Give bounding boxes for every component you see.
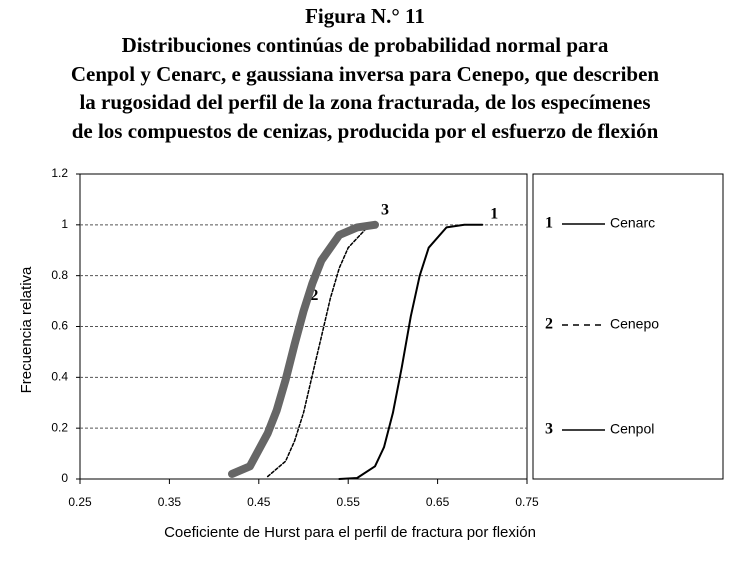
curve-label: 3 [381, 202, 389, 219]
y-tick-label: 0.2 [51, 420, 68, 434]
curve-label: 1 [490, 206, 498, 223]
legend-label: Cenepo [610, 316, 659, 332]
y-tick-label: 0.8 [51, 268, 68, 282]
y-tick-label: 1 [61, 217, 68, 231]
chart-subtitle: Cenpol y Cenarc, e gaussiana inversa par… [71, 62, 660, 86]
legend-number: 3 [545, 421, 553, 438]
y-tick-label: 0 [61, 471, 68, 485]
y-tick-label: 0.4 [51, 370, 68, 384]
x-axis-label: Coeficiente de Hurst para el perfil de f… [164, 524, 536, 541]
x-tick-label: 0.45 [247, 495, 271, 509]
line-series [338, 223, 484, 480]
y-axis-label: Frecuencia relativa [18, 266, 35, 393]
y-tick-label: 0.6 [51, 319, 68, 333]
curve-label: 2 [310, 287, 318, 304]
legend-frame [532, 173, 724, 480]
chart-subtitle: la rugosidad del perfil de la zona fract… [79, 90, 650, 114]
chart-subtitle: Distribuciones continúas de probabilidad… [122, 33, 609, 57]
line-series [266, 227, 367, 478]
legend-label: Cenarc [610, 215, 655, 231]
chart-title: Figura N.° 11 [305, 4, 425, 28]
y-tick-label: 1.2 [51, 166, 68, 180]
x-tick-label: 0.35 [158, 495, 182, 509]
x-tick-label: 0.55 [337, 495, 361, 509]
x-tick-label: 0.25 [68, 495, 92, 509]
x-tick-label: 0.75 [515, 495, 539, 509]
legend-label: Cenpol [610, 421, 654, 437]
x-tick-label: 0.65 [426, 495, 450, 509]
legend-number: 2 [545, 316, 553, 333]
line-series [228, 220, 379, 478]
legend-number: 1 [545, 215, 553, 232]
chart-subtitle: de los compuestos de cenizas, producida … [72, 119, 659, 143]
